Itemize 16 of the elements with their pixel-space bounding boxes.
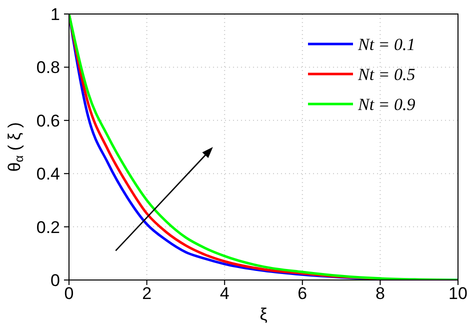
x-tick-label: 2 <box>142 284 152 304</box>
y-tick-label: 0 <box>50 271 60 290</box>
legend-label: Nt = 0.9 <box>357 95 416 114</box>
y-tick-label: 0.6 <box>36 111 60 130</box>
y-tick-label: 0.4 <box>36 164 60 184</box>
x-tick-label: 8 <box>375 284 385 304</box>
x-tick-label: 6 <box>298 284 308 304</box>
y-tick-label: 0.8 <box>36 58 60 78</box>
legend-label: Nt = 0.1 <box>357 35 416 54</box>
legend-label: Nt = 0.5 <box>357 65 416 84</box>
y-tick-label: 0.2 <box>36 218 60 237</box>
x-tick-label: 4 <box>220 284 230 304</box>
x-axis-title: ξ <box>260 305 268 324</box>
x-tick-label: 10 <box>448 284 468 304</box>
x-tick-label: 0 <box>64 284 74 304</box>
y-tick-label: 1 <box>50 5 60 24</box>
